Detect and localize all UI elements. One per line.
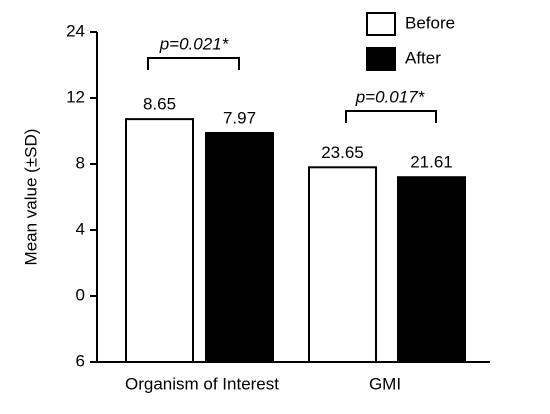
y-tick-label: 8 — [76, 153, 85, 172]
y-tick-label: 0 — [76, 285, 85, 304]
data-label: 23.65 — [321, 143, 364, 162]
x-tick-label: Organism of Interest — [125, 374, 279, 393]
significance-bracket — [147, 57, 240, 70]
y-tick-label: 4 — [76, 219, 85, 238]
legend-label: After — [405, 48, 441, 67]
data-label: 21.61 — [410, 153, 453, 172]
x-tick-label: GMI — [369, 374, 401, 393]
data-label: 7.97 — [223, 108, 256, 127]
bar — [205, 131, 274, 363]
y-tick-label: 12 — [66, 87, 85, 106]
y-tick-label: 6 — [76, 351, 85, 370]
data-label: 8.65 — [143, 95, 176, 114]
y-tick-label: 24 — [66, 21, 85, 40]
annotation: p=0.021* — [159, 34, 230, 53]
bar — [308, 166, 377, 363]
y-axis-label: Mean value (±SD) — [21, 129, 40, 266]
annotation: p=0.017* — [355, 87, 426, 106]
significance-bracket — [345, 110, 437, 123]
bar — [397, 176, 466, 363]
legend-label: Before — [405, 13, 455, 32]
legend-swatch — [366, 47, 396, 71]
legend-swatch — [366, 12, 396, 36]
bar — [125, 118, 194, 364]
